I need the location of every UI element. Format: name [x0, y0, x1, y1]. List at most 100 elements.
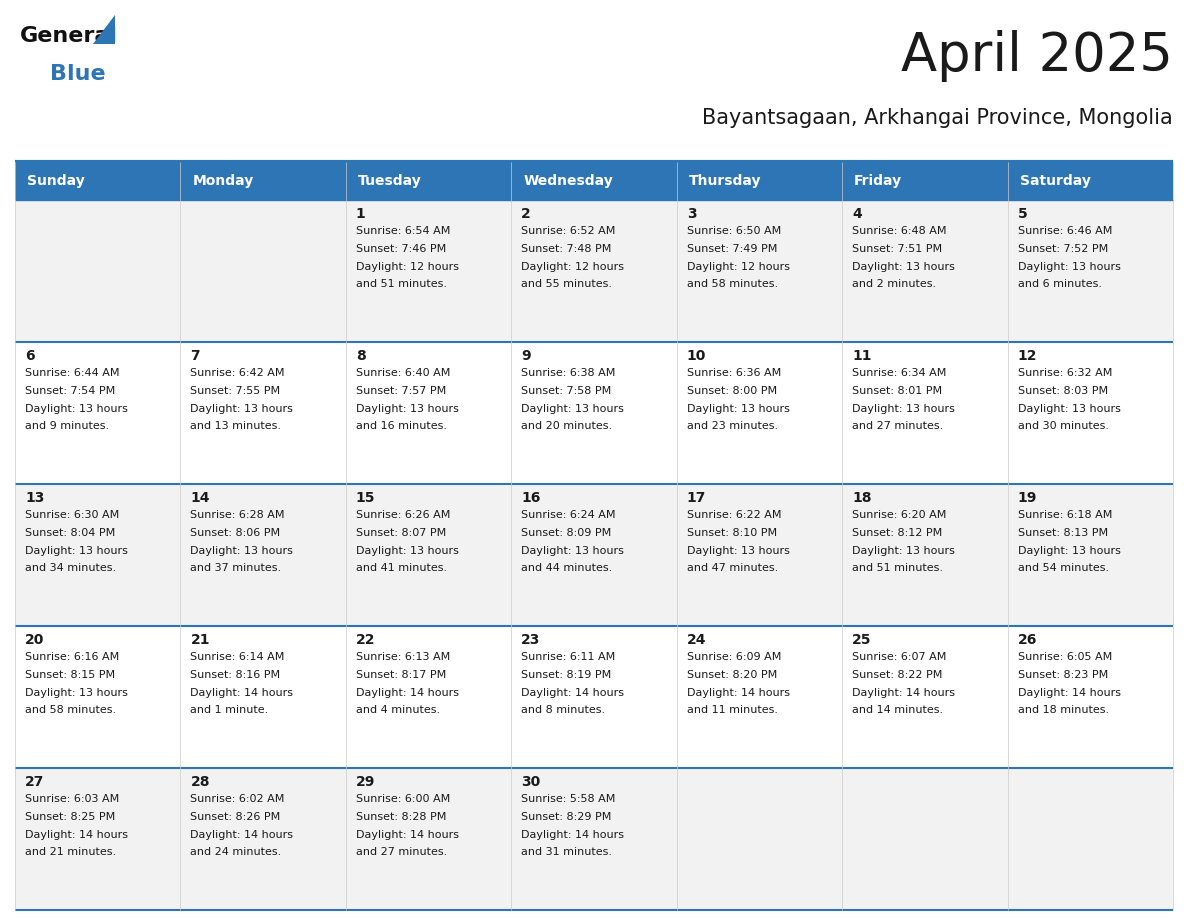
Text: 9: 9 [522, 349, 531, 363]
Text: Sunset: 8:03 PM: Sunset: 8:03 PM [1018, 386, 1107, 396]
Text: and 27 minutes.: and 27 minutes. [852, 421, 943, 431]
Text: Daylight: 13 hours: Daylight: 13 hours [190, 546, 293, 556]
Bar [15, 162, 181, 200]
Text: Daylight: 13 hours: Daylight: 13 hours [356, 546, 459, 556]
Text: 29: 29 [356, 775, 375, 789]
Text: Sunset: 7:46 PM: Sunset: 7:46 PM [356, 244, 447, 254]
Bar [346, 200, 511, 342]
Text: Sunrise: 6:46 AM: Sunrise: 6:46 AM [1018, 226, 1112, 236]
Text: and 54 minutes.: and 54 minutes. [1018, 563, 1108, 573]
Text: Daylight: 13 hours: Daylight: 13 hours [1018, 262, 1120, 272]
Text: Sunrise: 6:40 AM: Sunrise: 6:40 AM [356, 368, 450, 378]
Text: 5: 5 [1018, 207, 1028, 221]
Text: and 13 minutes.: and 13 minutes. [190, 421, 282, 431]
Bar [346, 342, 511, 484]
Bar [15, 342, 181, 484]
Text: Sunrise: 6:14 AM: Sunrise: 6:14 AM [190, 652, 285, 662]
Text: General: General [20, 26, 118, 46]
Bar [677, 484, 842, 626]
Text: 16: 16 [522, 491, 541, 505]
Text: Wednesday: Wednesday [523, 174, 613, 188]
Bar [15, 484, 181, 626]
Text: Sunset: 7:54 PM: Sunset: 7:54 PM [25, 386, 115, 396]
Bar [15, 768, 181, 910]
Text: and 55 minutes.: and 55 minutes. [522, 279, 612, 289]
Bar [842, 342, 1007, 484]
Text: 30: 30 [522, 775, 541, 789]
Bar [346, 162, 511, 200]
Text: Sunset: 7:52 PM: Sunset: 7:52 PM [1018, 244, 1108, 254]
Text: Sunrise: 6:26 AM: Sunrise: 6:26 AM [356, 510, 450, 520]
Text: Sunrise: 6:20 AM: Sunrise: 6:20 AM [852, 510, 947, 520]
Bar [511, 768, 677, 910]
Text: Sunrise: 5:58 AM: Sunrise: 5:58 AM [522, 794, 615, 804]
Bar [842, 626, 1007, 768]
Text: Daylight: 14 hours: Daylight: 14 hours [25, 830, 128, 840]
Bar [842, 768, 1007, 910]
Text: 21: 21 [190, 633, 210, 647]
Text: Monday: Monday [192, 174, 254, 188]
Text: Sunset: 8:12 PM: Sunset: 8:12 PM [852, 528, 942, 538]
Text: Sunrise: 6:44 AM: Sunrise: 6:44 AM [25, 368, 120, 378]
Text: Sunrise: 6:34 AM: Sunrise: 6:34 AM [852, 368, 947, 378]
Bar [677, 768, 842, 910]
Text: Daylight: 14 hours: Daylight: 14 hours [1018, 688, 1120, 698]
Text: Sunrise: 6:22 AM: Sunrise: 6:22 AM [687, 510, 782, 520]
Text: and 4 minutes.: and 4 minutes. [356, 705, 440, 715]
Text: Daylight: 13 hours: Daylight: 13 hours [25, 404, 128, 414]
Text: Daylight: 13 hours: Daylight: 13 hours [687, 546, 790, 556]
Text: Sunset: 8:15 PM: Sunset: 8:15 PM [25, 670, 115, 680]
Text: Thursday: Thursday [689, 174, 762, 188]
Text: 14: 14 [190, 491, 210, 505]
Text: Sunrise: 6:05 AM: Sunrise: 6:05 AM [1018, 652, 1112, 662]
Text: Daylight: 14 hours: Daylight: 14 hours [190, 830, 293, 840]
Text: Sunset: 8:19 PM: Sunset: 8:19 PM [522, 670, 612, 680]
Bar [1007, 200, 1173, 342]
Text: and 44 minutes.: and 44 minutes. [522, 563, 613, 573]
Text: Sunrise: 6:18 AM: Sunrise: 6:18 AM [1018, 510, 1112, 520]
Text: Daylight: 13 hours: Daylight: 13 hours [356, 404, 459, 414]
Text: Daylight: 13 hours: Daylight: 13 hours [852, 404, 955, 414]
Text: 27: 27 [25, 775, 44, 789]
Text: 4: 4 [852, 207, 861, 221]
Text: Sunset: 8:23 PM: Sunset: 8:23 PM [1018, 670, 1108, 680]
Text: Sunrise: 6:00 AM: Sunrise: 6:00 AM [356, 794, 450, 804]
Text: Sunrise: 6:30 AM: Sunrise: 6:30 AM [25, 510, 119, 520]
Text: 6: 6 [25, 349, 34, 363]
Text: and 1 minute.: and 1 minute. [190, 705, 268, 715]
Text: and 24 minutes.: and 24 minutes. [190, 847, 282, 857]
Bar [346, 626, 511, 768]
Bar [677, 200, 842, 342]
Text: Sunrise: 6:11 AM: Sunrise: 6:11 AM [522, 652, 615, 662]
Text: Sunrise: 6:50 AM: Sunrise: 6:50 AM [687, 226, 781, 236]
Text: 13: 13 [25, 491, 44, 505]
Text: Sunset: 8:20 PM: Sunset: 8:20 PM [687, 670, 777, 680]
Text: Sunset: 8:13 PM: Sunset: 8:13 PM [1018, 528, 1107, 538]
Text: 7: 7 [190, 349, 200, 363]
Bar [1007, 484, 1173, 626]
Bar [511, 484, 677, 626]
Text: Sunset: 8:07 PM: Sunset: 8:07 PM [356, 528, 447, 538]
Polygon shape [93, 15, 115, 44]
Text: Sunset: 7:57 PM: Sunset: 7:57 PM [356, 386, 447, 396]
Text: Sunrise: 6:28 AM: Sunrise: 6:28 AM [190, 510, 285, 520]
Text: Sunrise: 6:13 AM: Sunrise: 6:13 AM [356, 652, 450, 662]
Text: Daylight: 13 hours: Daylight: 13 hours [190, 404, 293, 414]
Text: and 30 minutes.: and 30 minutes. [1018, 421, 1108, 431]
Text: 17: 17 [687, 491, 706, 505]
Text: Sunrise: 6:02 AM: Sunrise: 6:02 AM [190, 794, 285, 804]
Text: Sunrise: 6:03 AM: Sunrise: 6:03 AM [25, 794, 119, 804]
Text: and 6 minutes.: and 6 minutes. [1018, 279, 1101, 289]
Bar [677, 162, 842, 200]
Bar [181, 342, 346, 484]
Text: 19: 19 [1018, 491, 1037, 505]
Text: Sunset: 7:55 PM: Sunset: 7:55 PM [190, 386, 280, 396]
Bar [181, 626, 346, 768]
Text: and 41 minutes.: and 41 minutes. [356, 563, 447, 573]
Text: and 37 minutes.: and 37 minutes. [190, 563, 282, 573]
Text: and 9 minutes.: and 9 minutes. [25, 421, 109, 431]
Bar [15, 200, 181, 342]
Text: Blue: Blue [50, 64, 106, 84]
Text: Bayantsagaan, Arkhangai Province, Mongolia: Bayantsagaan, Arkhangai Province, Mongol… [702, 108, 1173, 128]
Bar [842, 162, 1007, 200]
